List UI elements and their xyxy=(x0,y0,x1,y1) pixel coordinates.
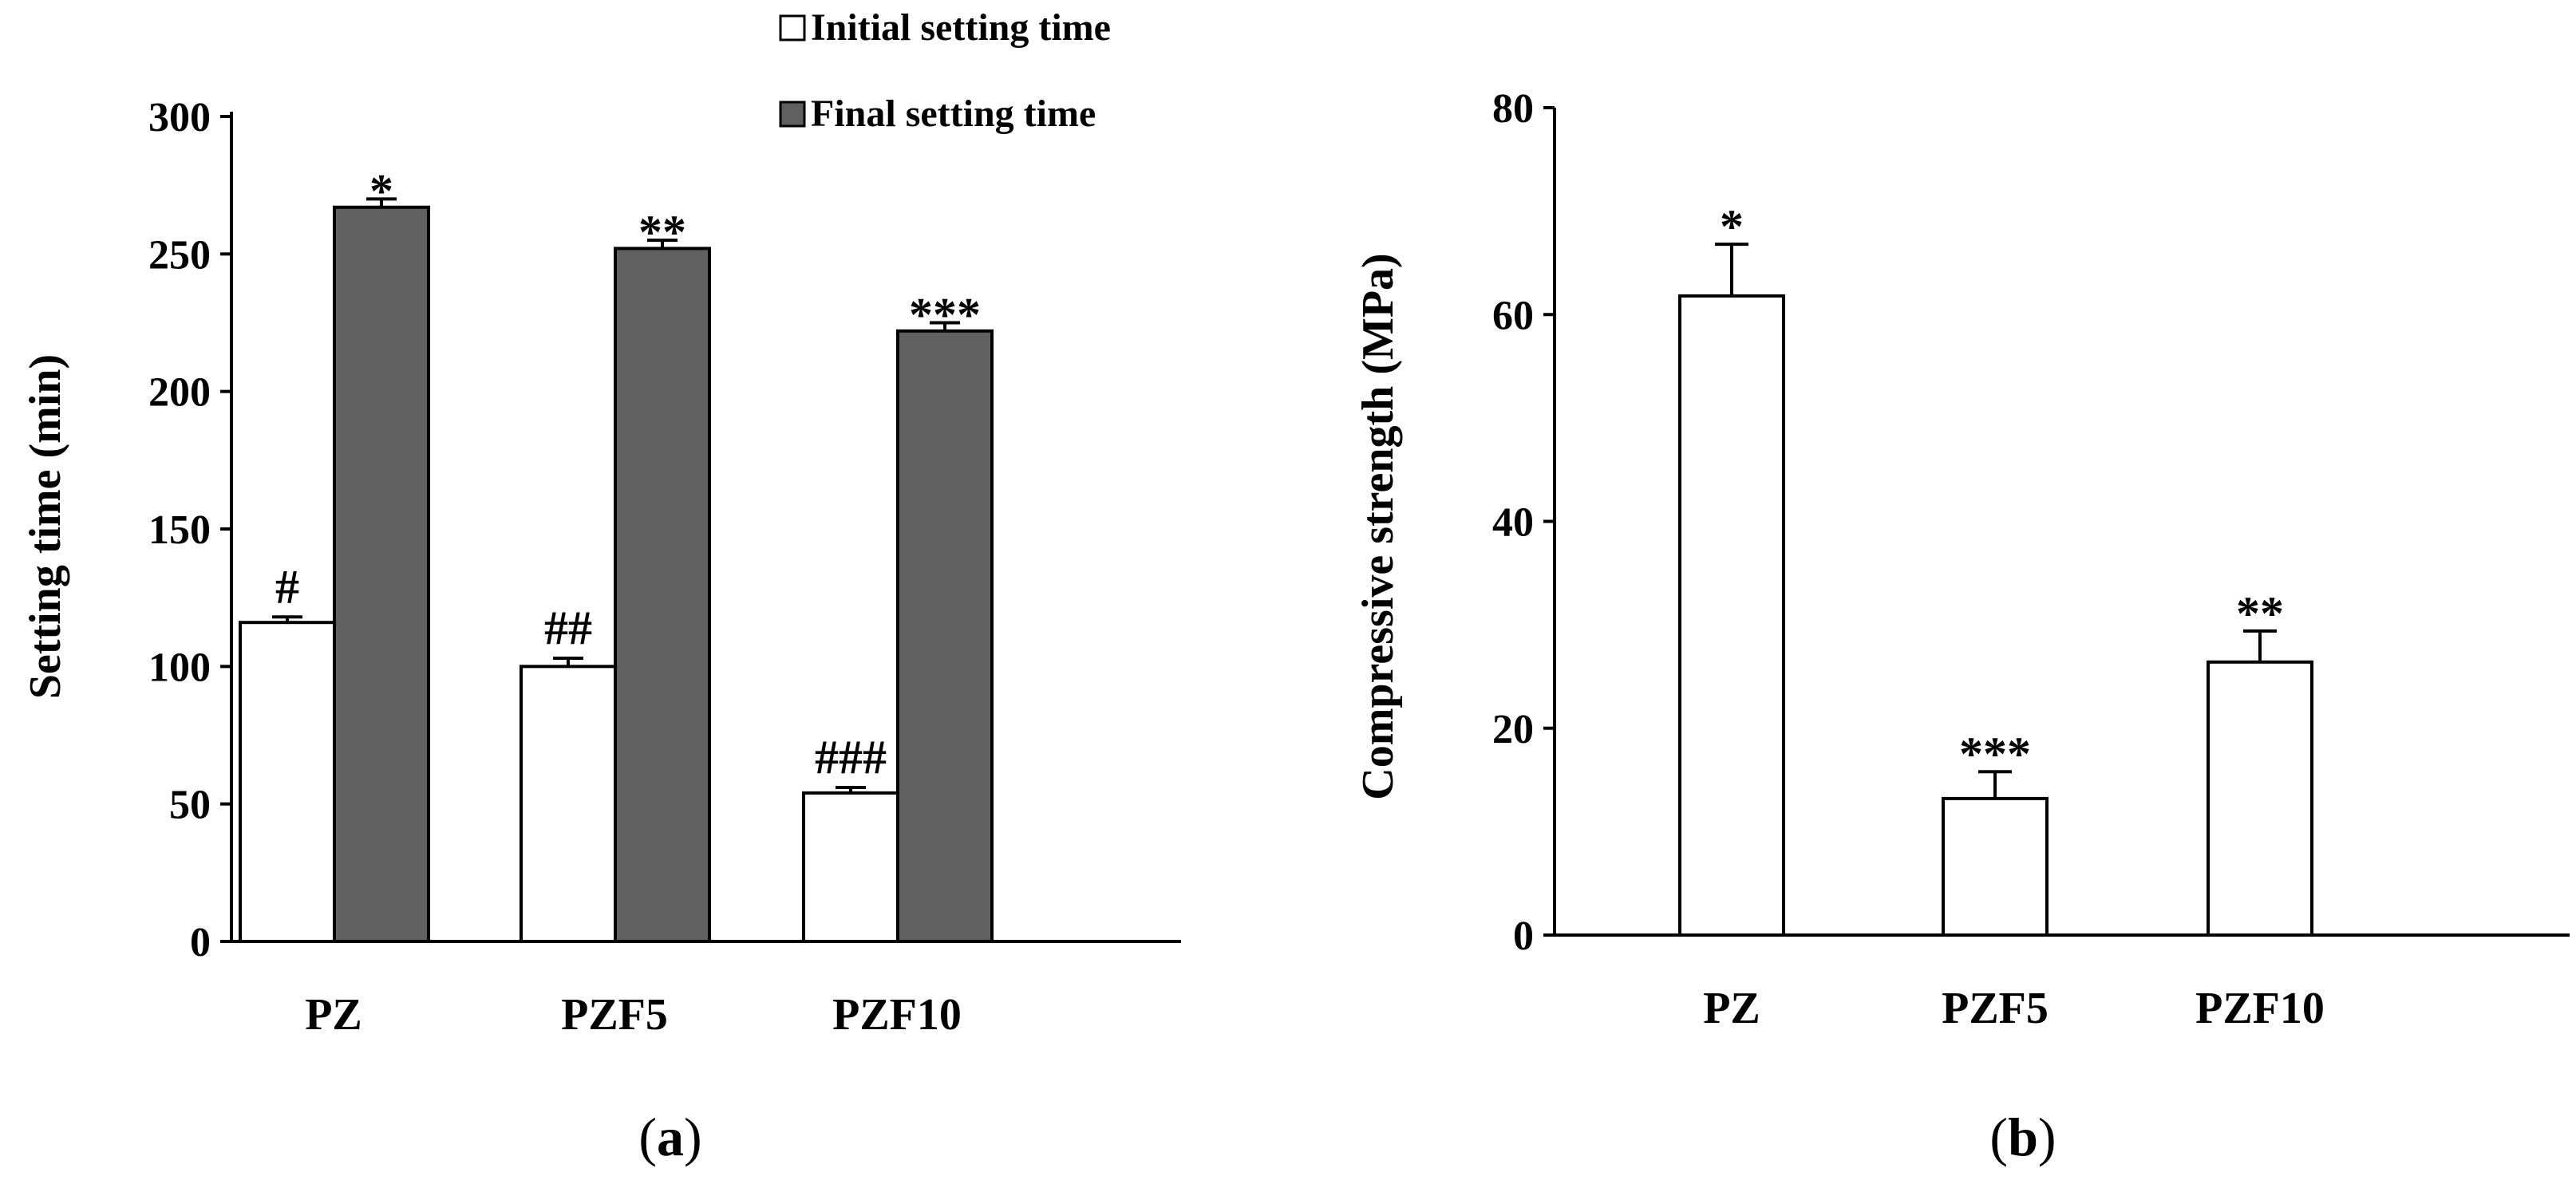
b-significance-label: * xyxy=(1720,200,1744,253)
b-y-tick-label: 0 xyxy=(1513,914,1534,959)
a-bar-final-setting-time xyxy=(896,329,994,943)
a-legend: Initial setting time Final setting time xyxy=(779,6,1111,135)
b-y-axis-title: Compressive strength (MPa) xyxy=(1353,253,1403,799)
b-x-tick-label: PZ xyxy=(1703,984,1760,1033)
a-y-tick-label: 250 xyxy=(148,232,211,278)
a-significance-label: ## xyxy=(544,602,592,654)
legend-swatch-final xyxy=(779,101,806,128)
a-significance-labels: ######****** xyxy=(275,164,981,783)
b-error-bars xyxy=(1715,243,2277,799)
b-x-tick-label: PZF5 xyxy=(1942,984,2049,1033)
b-y-tick-label: 60 xyxy=(1492,293,1534,338)
a-x-tick-label: PZF5 xyxy=(561,990,668,1040)
legend-label-final: Final setting time xyxy=(811,93,1096,135)
a-significance-label: ** xyxy=(638,206,686,258)
b-panel-label: (b) xyxy=(1989,1107,2056,1167)
legend-swatch-initial xyxy=(779,14,806,41)
a-panel-label: (a) xyxy=(638,1107,701,1167)
b-significance-labels: ****** xyxy=(1720,200,2284,780)
b-bar-compressive-strength xyxy=(1942,796,2049,937)
b-y-ticks: 0 20 40 60 80 xyxy=(1492,86,1555,959)
a-y-ticks: 0 50 100 150 200 250 300 xyxy=(148,95,231,965)
b-y-tick-label: 20 xyxy=(1492,707,1534,752)
b-y-tick-label: 40 xyxy=(1492,500,1534,546)
a-bar-final-setting-time xyxy=(333,205,430,943)
legend-item-final: Final setting time xyxy=(779,93,1096,135)
a-bar-final-setting-time xyxy=(614,247,711,943)
a-y-tick-label: 300 xyxy=(148,95,211,140)
a-significance-label: # xyxy=(275,560,299,613)
a-y-tick-label: 0 xyxy=(190,920,211,965)
a-x-tick-label: PZ xyxy=(305,990,362,1040)
legend-label-initial: Initial setting time xyxy=(811,6,1111,49)
b-bars xyxy=(1678,294,2313,937)
a-significance-label: ### xyxy=(815,731,887,783)
a-significance-label: * xyxy=(369,164,393,217)
a-x-tick-labels: PZ PZF5 PZF10 xyxy=(305,990,962,1040)
a-bar-initial-setting-time xyxy=(802,791,899,943)
b-significance-label: ** xyxy=(2236,587,2284,640)
b-x-tick-labels: PZ PZF5 PZF10 xyxy=(1703,984,2325,1033)
a-bar-initial-setting-time xyxy=(520,665,617,943)
b-bar-compressive-strength xyxy=(2207,660,2313,937)
a-y-tick-label: 200 xyxy=(148,370,211,416)
b-x-tick-label: PZF10 xyxy=(2195,984,2325,1033)
a-y-tick-label: 50 xyxy=(169,783,211,828)
a-y-axis-title: Setting time (min) xyxy=(21,354,70,699)
legend-item-initial: Initial setting time xyxy=(779,6,1111,49)
a-error-bars xyxy=(272,197,960,793)
a-y-tick-label: 100 xyxy=(148,645,211,690)
b-significance-label: *** xyxy=(1959,728,2031,780)
b-bar-compressive-strength xyxy=(1678,294,1785,937)
a-bars xyxy=(239,205,994,943)
a-x-tick-label: PZF10 xyxy=(832,990,962,1040)
a-y-tick-label: 150 xyxy=(148,507,211,553)
b-y-tick-label: 80 xyxy=(1492,86,1534,132)
a-bar-initial-setting-time xyxy=(239,621,336,943)
a-significance-label: *** xyxy=(909,289,981,341)
